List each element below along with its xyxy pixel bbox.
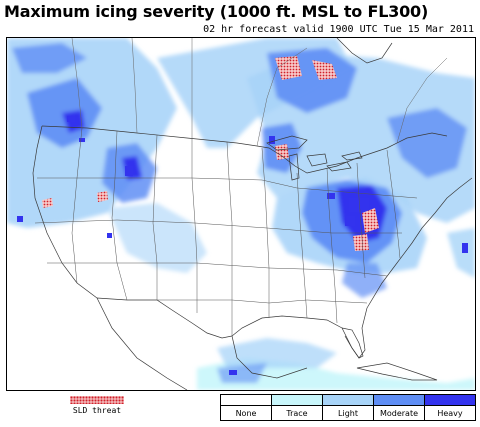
icing-layer xyxy=(7,38,475,390)
forecast-valid-time: 02 hr forecast valid 1900 UTC Tue 15 Mar… xyxy=(203,24,474,35)
legend-swatch-trace xyxy=(272,395,322,406)
pacific-coast xyxy=(32,125,98,299)
legend-swatch-light xyxy=(323,395,373,406)
province-lines xyxy=(71,38,448,147)
sld-area-carolina xyxy=(353,234,369,251)
sld-threat-label: SLD threat xyxy=(72,406,122,415)
severity-legend: None Trace Light Moderate Heavy xyxy=(220,394,476,421)
legend-swatch-none xyxy=(221,395,271,406)
legend-swatch-moderate xyxy=(374,395,424,406)
icing-map-svg xyxy=(7,38,475,390)
icing-light-atlantic xyxy=(447,228,475,278)
atlantic-coast xyxy=(366,177,473,309)
sld-area-virginia xyxy=(362,208,379,233)
sld-threat-areas xyxy=(42,56,379,251)
mexico-us-border xyxy=(96,297,233,339)
legend-label-trace: Trace xyxy=(286,409,308,418)
sld-area-wisconsin xyxy=(275,144,289,160)
sld-threat-swatch xyxy=(70,396,124,404)
sld-area-oregon xyxy=(42,198,53,208)
legend-item-none: None xyxy=(221,395,271,420)
legend-item-moderate: Moderate xyxy=(373,395,424,420)
state-lines xyxy=(34,127,418,336)
legend-item-trace: Trace xyxy=(271,395,322,420)
cuba-outline xyxy=(356,362,438,381)
sld-area-idaho xyxy=(97,191,108,202)
florida xyxy=(341,327,364,359)
legend-label-moderate: Moderate xyxy=(379,409,419,418)
icing-moderate-bc xyxy=(12,43,87,73)
sld-area-ontario-west xyxy=(275,56,302,80)
hudson-bay-edge xyxy=(336,38,393,64)
legend-label-light: Light xyxy=(338,409,358,418)
legend-item-heavy: Heavy xyxy=(424,395,475,420)
icing-moderate-northeast xyxy=(387,108,467,178)
legend-label-none: None xyxy=(235,409,257,418)
legend-swatch-heavy xyxy=(425,395,475,406)
icing-heavy-specks xyxy=(17,116,468,375)
legend-label-heavy: Heavy xyxy=(437,409,463,418)
icing-light-northwest xyxy=(7,38,177,228)
gulf-coast xyxy=(231,307,368,359)
icing-map xyxy=(6,37,476,391)
mexico-coast xyxy=(96,297,308,390)
great-lakes xyxy=(266,135,363,181)
legend-item-light: Light xyxy=(322,395,373,420)
icing-moderate-gulf xyxy=(217,363,267,383)
icing-light-mexico xyxy=(217,338,337,368)
map-title: Maximum icing severity (1000 ft. MSL to … xyxy=(4,2,429,21)
sld-area-ontario-east xyxy=(312,60,337,80)
sld-threat-key: SLD threat xyxy=(70,396,124,415)
